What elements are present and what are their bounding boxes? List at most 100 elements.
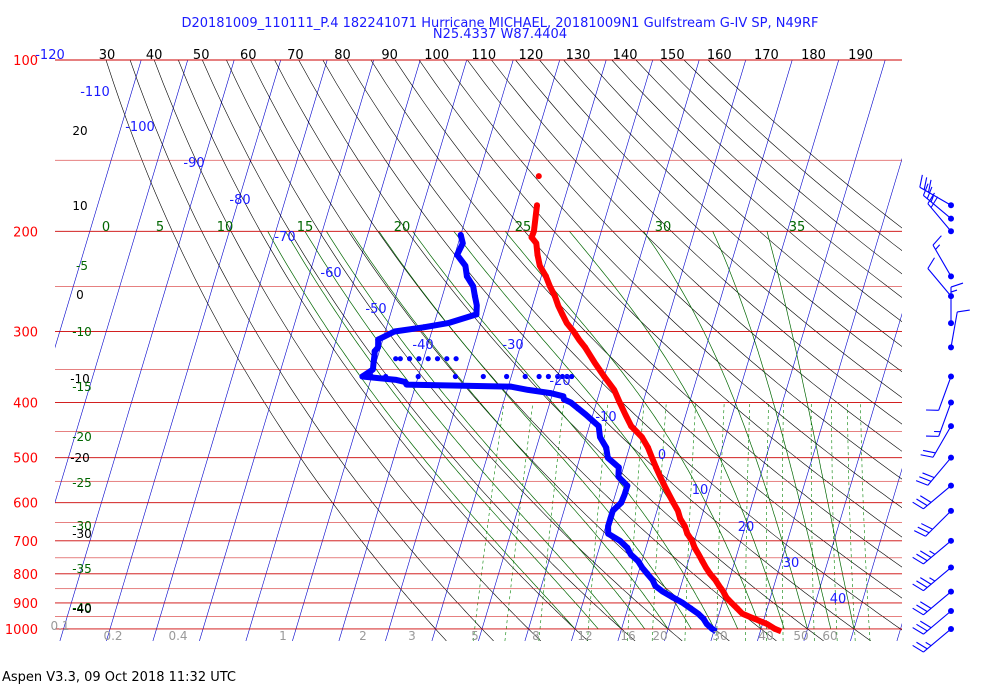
dewpoint-point	[522, 373, 528, 380]
dewpoint-point	[504, 373, 510, 380]
dewpoint-point	[416, 356, 422, 362]
dewpoint-point	[700, 615, 707, 622]
dewpoint-point	[644, 570, 651, 577]
dry-adiabat-label: -25	[72, 476, 92, 490]
wind-barb-flag	[922, 183, 929, 196]
isotherm-line	[710, 60, 886, 641]
temperature-axis-label: 50	[193, 48, 210, 63]
dewpoint-point	[463, 273, 470, 280]
dewpoint-point	[359, 373, 366, 380]
isobars	[55, 59, 902, 630]
temperature-point	[616, 399, 623, 406]
dewpoint-point	[457, 231, 464, 238]
temperature-axis-label: 110	[471, 48, 496, 63]
mixing-ratio-label: 1	[279, 629, 287, 643]
wind-barb-staff	[932, 425, 952, 458]
isotherm-label: -40	[412, 338, 433, 353]
dewpoint-point	[555, 373, 561, 380]
wind-barb-flag	[920, 577, 932, 585]
temperature-point	[723, 594, 730, 601]
mixing-ratio-line	[831, 402, 838, 641]
wind-barb-flag	[912, 501, 924, 510]
dry-adiabat-label: -30	[72, 527, 92, 541]
wind-barb-flag	[916, 604, 928, 613]
wind-barb-flag	[912, 644, 924, 653]
mixing-ratio-line	[627, 402, 645, 641]
dry-adiabat-line	[611, 60, 902, 323]
dry-adiabat-line	[442, 60, 902, 509]
temperature-point	[535, 173, 542, 180]
temperature-point	[534, 251, 541, 258]
wind-barb	[915, 454, 954, 486]
temperature-axis-label: 70	[287, 48, 304, 63]
dewpoint-point	[605, 530, 612, 537]
mixing-ratio-label: 8	[532, 629, 540, 643]
dewpoint-point	[370, 359, 377, 366]
wind-barb	[913, 507, 954, 537]
temperature-axis-label: 140	[613, 48, 638, 63]
temperature-axis-label: 120	[518, 48, 543, 63]
dry-adiabat-line	[202, 60, 636, 641]
dewpoint-point	[595, 423, 602, 430]
temperature-point	[772, 625, 778, 632]
wind-barb-staff	[923, 567, 952, 592]
wind-barb-staff	[923, 485, 952, 510]
wind-barb-staff	[927, 203, 952, 232]
dry-adiabat-line	[635, 60, 902, 298]
dry-adiabat-line	[153, 60, 542, 641]
dry-adiabat-line	[563, 60, 902, 373]
wind-barb-flag	[927, 179, 932, 193]
isotherm-line	[803, 312, 902, 641]
dry-adiabat-line	[515, 60, 902, 425]
wind-barb-flag	[920, 454, 934, 458]
isotherm-line	[431, 60, 607, 641]
dry-adiabat-label: 10	[72, 199, 87, 213]
dry-adiabat-label: -35	[72, 562, 92, 576]
pressure-tick-label: 1000	[5, 623, 38, 638]
dewpoint-point	[453, 356, 459, 362]
wind-barb-half-flag	[930, 195, 934, 203]
dewpoint-point	[615, 464, 622, 471]
dewpoint-point	[709, 625, 716, 632]
wind-barb	[926, 399, 954, 437]
dry-adiabat-line	[322, 60, 871, 641]
mixing-ratio-label: 16	[620, 629, 635, 643]
wind-barb-flag	[915, 480, 929, 486]
mixing-ratio-line	[716, 402, 725, 641]
isotherm-line	[478, 60, 653, 641]
temperature-point	[551, 293, 558, 300]
temperature-axis-label: 150	[660, 48, 685, 63]
temperature-point	[570, 328, 577, 335]
pressure-tick-label: 600	[13, 497, 38, 512]
mixing-ratio-label: 2	[359, 629, 367, 643]
moist-adiabat-label: 30	[655, 220, 672, 235]
mixing-ratio-line	[765, 402, 769, 641]
wind-barb	[948, 282, 964, 327]
temperature-axis-label: 180	[801, 48, 826, 63]
wind-barb-flag	[916, 498, 928, 507]
wind-barb-flag	[921, 523, 933, 530]
dewpoint-point	[452, 373, 458, 380]
dewpoint-point	[434, 356, 441, 362]
isotherm-line	[55, 60, 142, 349]
isotherm-line	[571, 60, 746, 641]
dewpoint-point	[415, 373, 421, 380]
pressure-tick-label: 100	[13, 54, 38, 69]
temperature-axis-label: 60	[240, 48, 257, 63]
isotherm-line	[338, 60, 514, 641]
wind-barb-half-flag	[929, 577, 936, 582]
dewpoint-point	[371, 348, 378, 355]
dry-adiabat-line	[491, 60, 902, 452]
mixing-ratio-label: 60	[822, 629, 837, 643]
mixing-ratio-label: 0.2	[103, 629, 122, 643]
temperature-point	[534, 202, 540, 209]
dry-adiabat-label: -20	[72, 430, 92, 444]
dry-adiabat-line	[418, 60, 902, 538]
moist-adiabat-label: 15	[297, 220, 314, 235]
dewpoint-point	[624, 544, 631, 551]
pressure-tick-label: 300	[13, 325, 38, 340]
dewpoint-point	[507, 383, 514, 390]
wind-barb-flag	[912, 607, 924, 616]
